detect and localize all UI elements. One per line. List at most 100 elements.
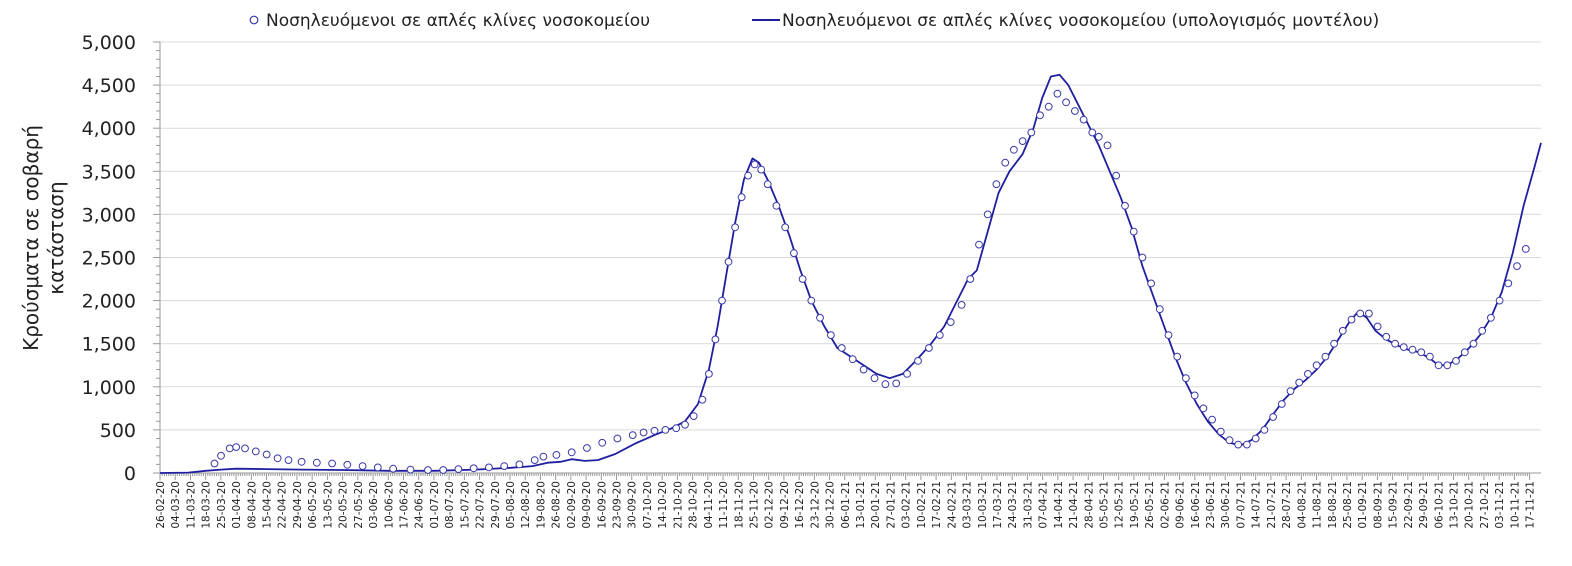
x-tick-label: 02-09-20	[566, 481, 578, 529]
observed-point	[681, 420, 689, 429]
x-tick-label: 18-08-21	[1327, 481, 1339, 529]
x-tick-label: 13-05-20	[322, 481, 334, 529]
x-axis: 26-02-20 04-03-20 11-03-20 18-03-20 25-03-20…	[155, 472, 1541, 529]
observed-point	[1295, 378, 1304, 387]
x-tick-label: 26-08-20	[551, 481, 563, 529]
observed-point	[798, 275, 807, 283]
observed-point	[711, 335, 720, 344]
observed-point	[1443, 361, 1452, 370]
x-tick-label: 11-08-21	[1312, 481, 1324, 529]
observed-point	[1260, 426, 1269, 434]
x-tick-label: 07-07-21	[1235, 481, 1247, 529]
observed-point	[1312, 361, 1321, 370]
x-tick-label: 03-03-21	[962, 481, 974, 529]
x-tick-label: 12-08-20	[520, 481, 532, 529]
y-axis-label-line-2: κατάσταση	[44, 181, 68, 294]
observed-point	[1216, 427, 1225, 436]
x-tick-label: 04-03-20	[170, 481, 182, 529]
observed-point	[1304, 370, 1312, 378]
observed-point	[454, 465, 463, 474]
observed-point	[1408, 345, 1417, 354]
x-tick-label: 02-06-21	[1159, 481, 1171, 529]
x-tick-label: 04-11-20	[703, 481, 715, 529]
observed-point	[1053, 89, 1062, 98]
observed-point	[1103, 141, 1112, 150]
x-tick-label: 19-08-20	[535, 481, 547, 529]
observed-point	[1062, 98, 1070, 107]
observed-point	[389, 464, 398, 473]
observed-point	[1088, 128, 1097, 137]
observed-point	[731, 223, 739, 232]
observed-point	[698, 395, 707, 404]
observed-point	[1521, 245, 1530, 253]
observed-point	[1251, 434, 1260, 443]
observed-point	[903, 370, 911, 378]
observed-point	[1365, 309, 1373, 318]
x-tick-label: 28-10-20	[688, 481, 700, 529]
observed-point	[1321, 352, 1330, 361]
observed-point	[628, 431, 637, 440]
observed-point	[1173, 352, 1182, 361]
x-tick-label: 15-09-21	[1388, 481, 1400, 529]
y-tick-label: 2,000	[82, 291, 136, 313]
x-tick-label: 21-04-21	[1068, 481, 1080, 529]
x-tick-label: 27-10-21	[1479, 481, 1491, 529]
x-tick-label: 18-03-20	[201, 481, 213, 529]
x-tick-label: 03-02-21	[901, 481, 913, 529]
observed-point	[1417, 348, 1426, 357]
observed-point	[750, 160, 759, 169]
x-tick-label: 31-03-21	[1022, 481, 1034, 529]
observed-point	[225, 444, 234, 453]
observed-point	[718, 296, 726, 305]
observed-point	[241, 444, 249, 453]
observed-point	[992, 180, 1001, 189]
observed-point	[343, 460, 352, 469]
observed-point	[827, 331, 835, 340]
observed-point	[583, 444, 591, 452]
observed-point	[406, 465, 415, 474]
observed-point	[1199, 404, 1208, 413]
x-tick-label: 26-05-21	[1144, 481, 1156, 529]
observed-point	[1269, 413, 1277, 421]
observed-point	[539, 452, 548, 461]
observed-point	[1277, 400, 1286, 408]
observed-point	[881, 380, 890, 389]
observed-point	[1399, 343, 1408, 352]
observed-point	[790, 249, 798, 258]
x-tick-label: 15-07-20	[459, 481, 471, 529]
observed-point	[672, 424, 681, 433]
series-model-line	[159, 73, 1542, 474]
observed-point	[1382, 332, 1391, 341]
x-tick-label: 03-06-20	[368, 481, 380, 529]
observed-point	[1426, 352, 1434, 361]
y-tick-label: 4,500	[82, 75, 136, 97]
x-tick-label: 26-02-20	[155, 481, 167, 529]
observed-point	[567, 448, 576, 457]
observed-point	[983, 210, 992, 219]
x-tick-label: 29-04-20	[292, 481, 304, 529]
observed-point	[262, 450, 271, 459]
x-tick-label: 25-03-20	[216, 481, 228, 529]
observed-point	[1478, 326, 1487, 335]
observed-point	[485, 463, 493, 472]
y-tick-label: 4,000	[82, 118, 136, 140]
observed-point	[1027, 128, 1036, 137]
gridlines	[160, 41, 1541, 431]
y-tick-label: 2,500	[82, 248, 136, 270]
x-tick-label: 17-11-21	[1525, 481, 1537, 529]
x-tick-label: 17-06-20	[398, 481, 410, 529]
x-tick-label: 28-07-21	[1281, 481, 1293, 529]
x-tick-label: 24-02-21	[946, 481, 958, 529]
observed-point	[957, 301, 966, 309]
observed-point	[373, 463, 382, 472]
observed-point	[1487, 313, 1495, 322]
observed-point	[837, 344, 846, 352]
x-tick-label: 13-01-21	[855, 481, 867, 529]
x-tick-label: 09-09-20	[581, 481, 593, 529]
observed-point	[1330, 339, 1338, 348]
observed-point	[848, 355, 857, 364]
y-tick-label: 3,000	[82, 204, 136, 226]
x-tick-label: 10-06-20	[383, 481, 395, 529]
observed-point	[469, 464, 478, 473]
observed-point	[217, 451, 225, 460]
